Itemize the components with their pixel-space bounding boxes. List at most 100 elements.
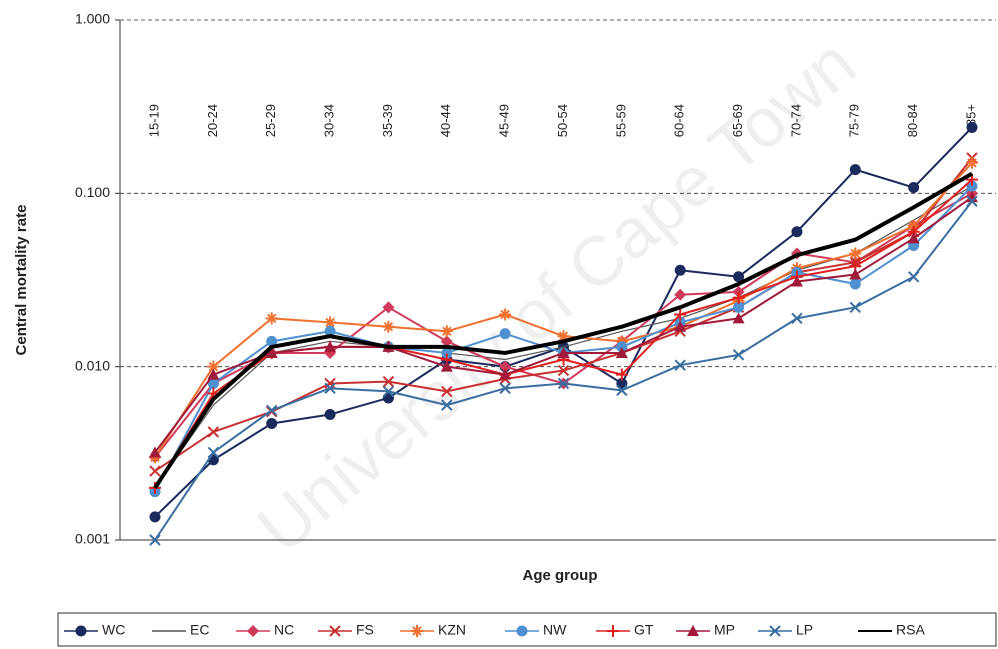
legend-marker [329,625,341,637]
point [733,301,745,313]
point [499,328,511,340]
y-tick-label: 0.010 [75,357,110,373]
series [149,191,978,458]
point [324,377,336,390]
legend-marker [769,625,781,637]
category-label: 85+ [963,104,978,126]
point [849,301,861,314]
point [499,382,511,395]
legend-label: KZN [438,622,466,638]
legend-label: EC [190,622,209,638]
point [207,446,220,459]
point [324,408,336,420]
point [266,335,278,347]
point [207,426,220,438]
point [499,368,512,380]
point [440,325,453,338]
category-label: 15-19 [146,104,161,137]
point [732,349,745,361]
category-label: 80-84 [905,104,920,137]
series-line [153,171,974,489]
point [557,364,570,377]
legend-marker [687,625,699,636]
point [557,330,570,343]
point [265,346,278,358]
point [266,418,278,430]
point [615,335,628,348]
category-label: 75-79 [847,104,862,137]
point [441,347,453,359]
point [674,264,686,276]
legend-marker [75,625,87,637]
legend-label: LP [796,622,813,638]
point [499,360,512,373]
point [616,384,628,397]
legend-marker [247,625,259,637]
point [499,308,512,321]
point [616,341,628,353]
point [324,340,337,352]
point [615,346,628,358]
point [791,226,803,238]
legend-label: WC [102,622,125,638]
y-axis-title: Central mortality rate [13,205,30,356]
point [324,316,337,329]
legend-label: MP [714,622,735,638]
point [674,359,686,371]
legend-label: RSA [896,622,925,638]
point [149,534,161,546]
point [207,368,220,380]
point [149,446,161,458]
y-tick-label: 0.100 [75,184,110,200]
legend-label: FS [356,622,374,638]
point [266,404,278,417]
point [441,385,453,398]
point [440,335,453,348]
category-label: 60-64 [672,104,687,137]
point [382,385,395,398]
point [324,382,336,395]
point [791,312,803,325]
point [441,399,453,411]
point [382,375,395,388]
point [207,360,220,373]
x-axis-title: Age group [523,567,598,584]
point [557,346,570,358]
point [557,377,570,390]
point [733,271,745,283]
point [207,377,219,389]
category-label: 45-49 [497,104,512,137]
point [615,368,628,381]
point [674,308,687,321]
point [907,271,920,283]
point [907,232,920,244]
point [849,278,861,290]
legend-marker [516,625,528,637]
point [324,325,336,337]
point [849,247,862,260]
legend-box [57,612,997,647]
point [149,465,161,477]
point [382,320,395,333]
point [149,511,161,523]
point [440,360,453,372]
point [732,291,745,304]
point [674,288,687,301]
category-label: 55-59 [613,104,628,137]
category-label: 50-54 [555,104,570,137]
point [966,156,978,169]
category-label: 65-69 [730,104,745,137]
legend-label: NC [274,622,294,638]
point [966,121,978,133]
point [849,268,862,280]
series [149,195,978,546]
point [907,219,920,232]
category-label: 20-24 [205,104,220,137]
y-tick-label: 0.001 [75,531,110,547]
point [908,182,920,194]
category-label: 25-29 [263,104,278,137]
point [265,312,278,325]
legend-label: GT [634,622,654,638]
point [674,320,687,332]
